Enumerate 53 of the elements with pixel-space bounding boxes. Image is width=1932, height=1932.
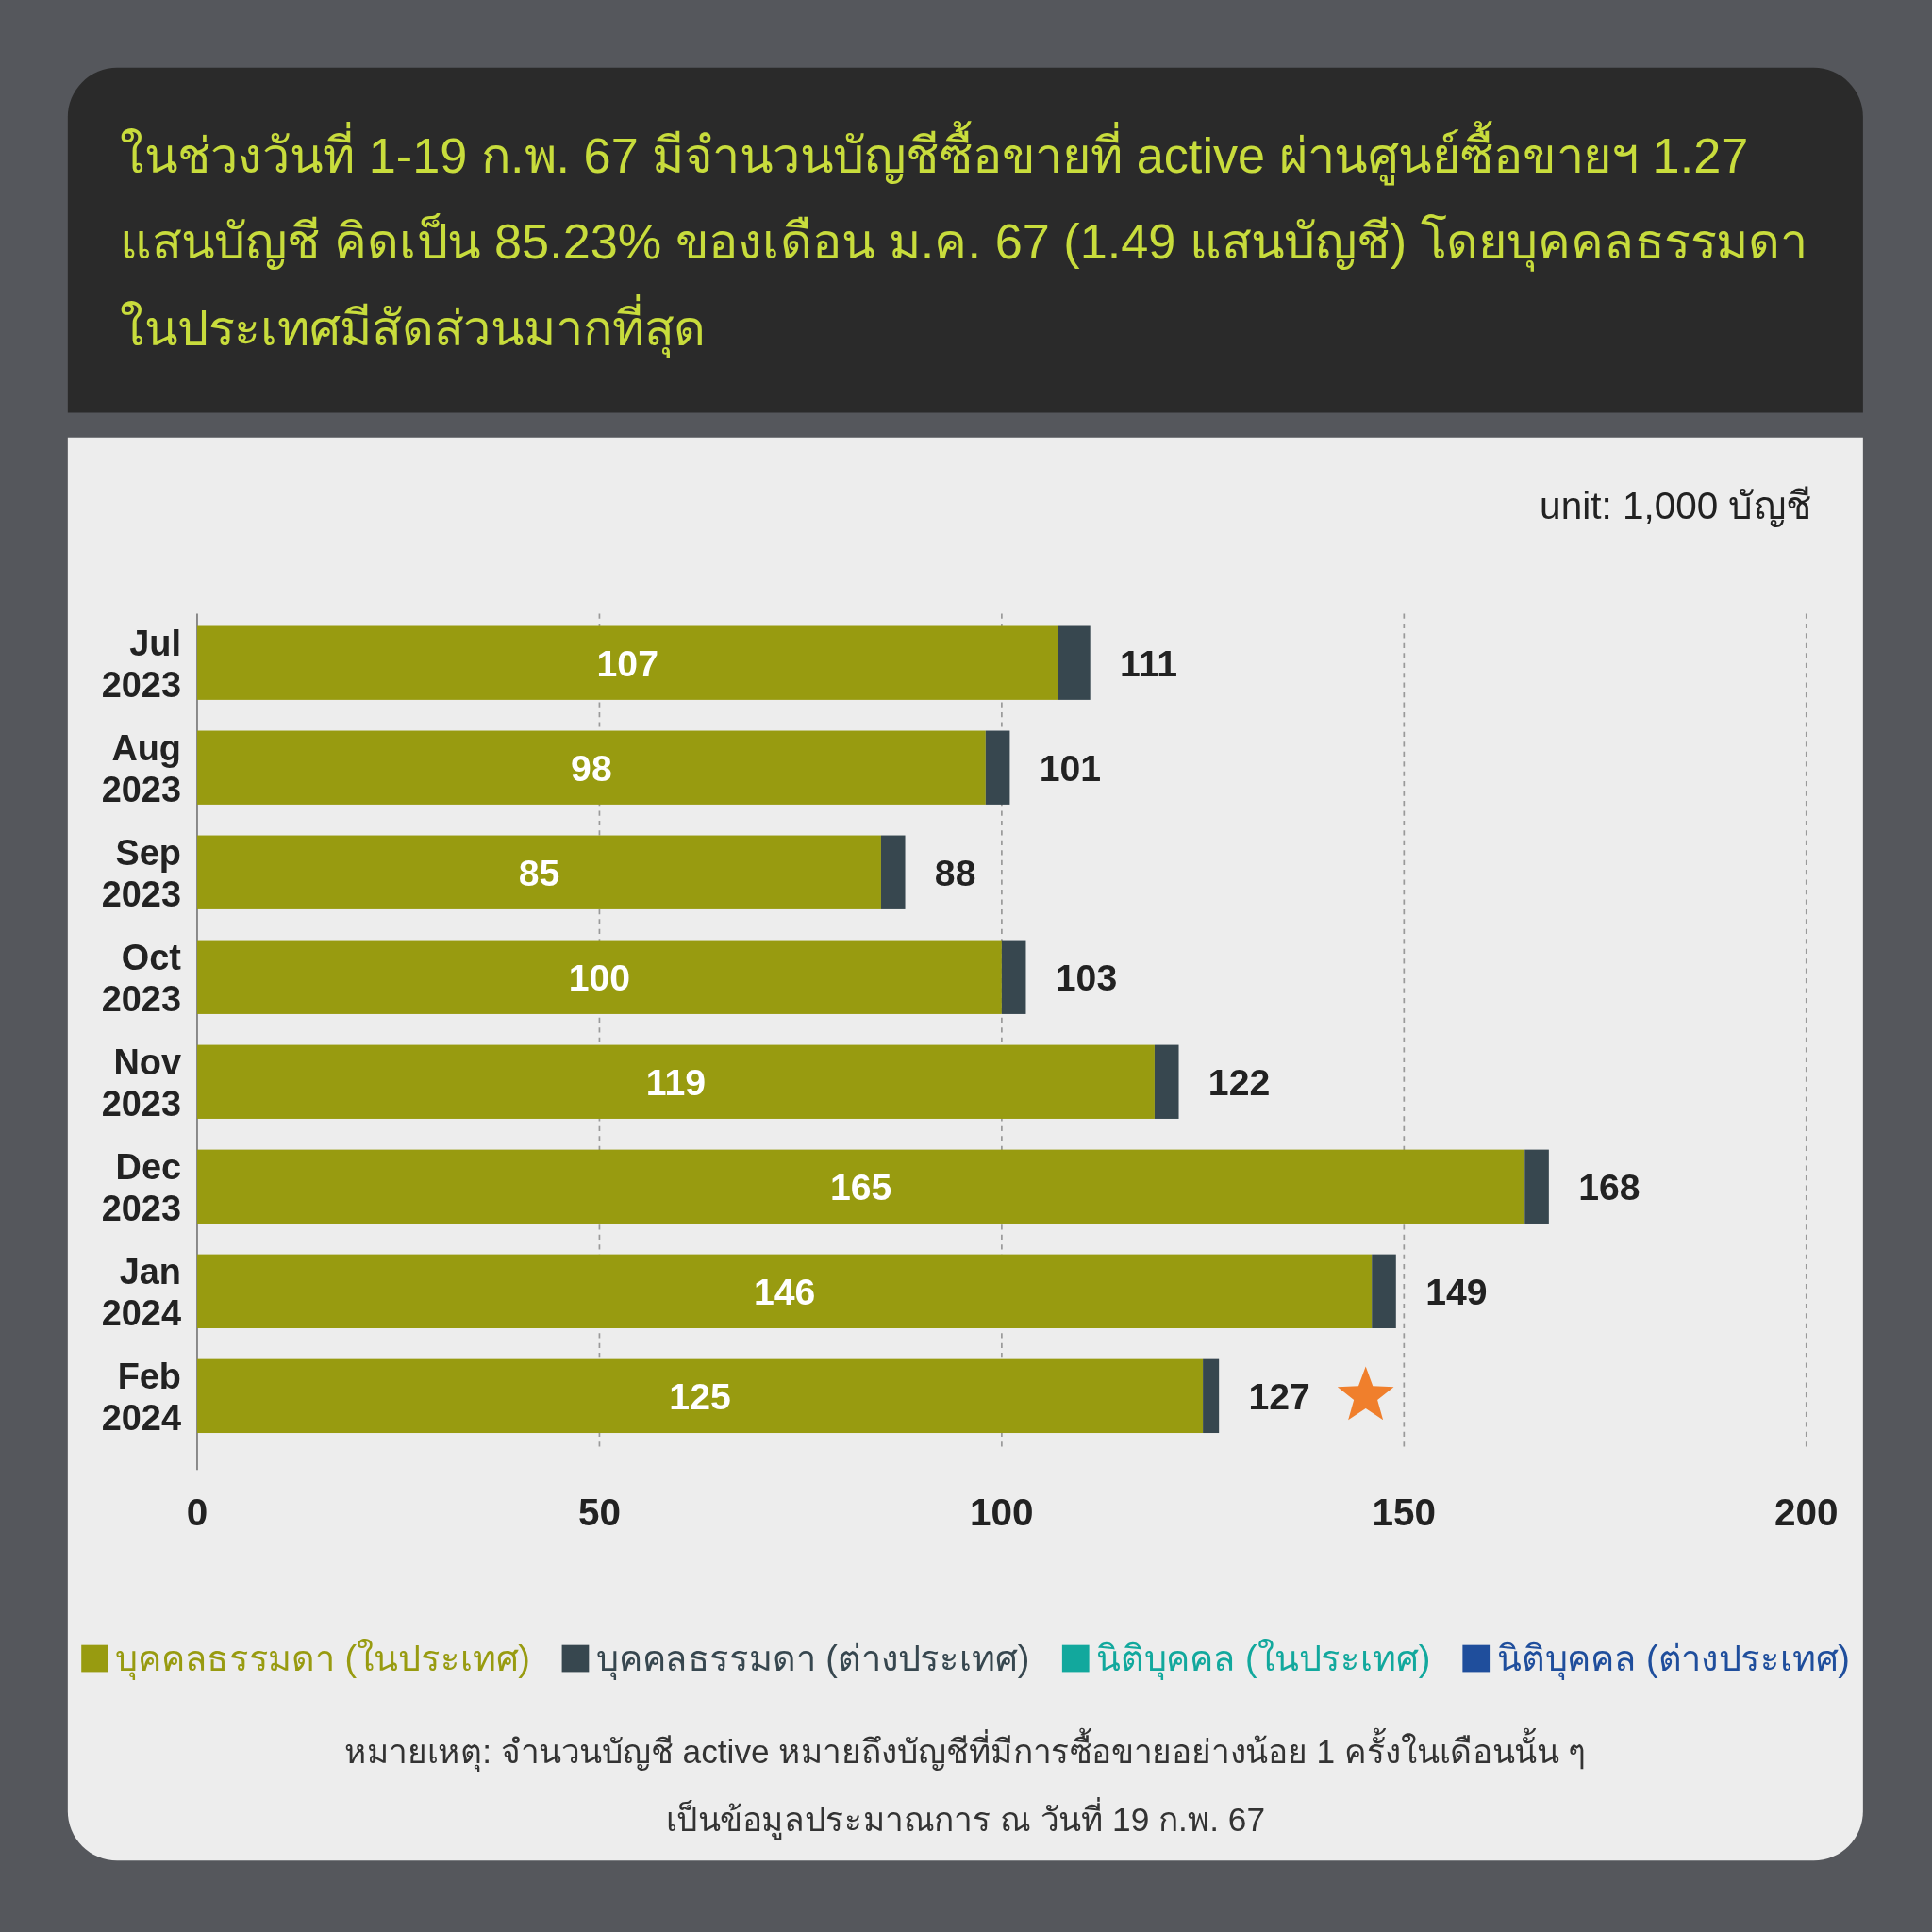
y-tick-label: Feb 2024 xyxy=(101,1357,181,1439)
total-label: 127 xyxy=(1248,1376,1310,1418)
bar xyxy=(196,940,1002,1014)
data-label: 100 xyxy=(568,958,631,999)
y-tick-label: Jul 2023 xyxy=(101,623,181,706)
bar xyxy=(1058,625,1091,700)
data-label: 165 xyxy=(829,1167,892,1208)
total-label: 168 xyxy=(1578,1167,1641,1208)
x-tick-label: 100 xyxy=(970,1490,1034,1534)
legend-label: นิติบุคคล (ต่างประเทศ) xyxy=(1496,1638,1850,1682)
total-label: 149 xyxy=(1425,1272,1488,1313)
y-tick-label: Dec 2023 xyxy=(101,1146,181,1229)
total-label: 88 xyxy=(934,853,976,894)
data-label: 98 xyxy=(571,748,612,790)
bar xyxy=(1203,1358,1220,1434)
x-tick-label: 0 xyxy=(186,1490,208,1534)
legend-label: บุคคลธรรมดา (ในประเทศ) xyxy=(115,1638,530,1682)
legend-label: นิติบุคคล (ในประเทศ) xyxy=(1095,1638,1431,1682)
bar xyxy=(1001,940,1026,1014)
bar xyxy=(880,835,906,909)
legend-label: บุคคลธรรมดา (ต่างประเทศ) xyxy=(596,1638,1030,1682)
x-tick-label: 50 xyxy=(577,1490,621,1534)
y-tick-label: Aug 2023 xyxy=(101,727,181,810)
data-label: 85 xyxy=(518,853,560,894)
chart-title: ในช่วงวันที่ 1-19 ก.พ. 67 มีจำนวนบัญชีซื้อขายที่ active ผ่านศูนย์ซื้อขายฯ 1.27 แสนบัญชี คิดเป็น 85.23% ของเดือน ม.ค. 67 (1.49 แสนบัญชี) โดยบุคคลธรรมดาในประเทศมีสัดส่วนมากที่สุด xyxy=(67,67,1863,413)
bar xyxy=(196,730,986,805)
data-label: 107 xyxy=(596,643,658,685)
bar xyxy=(196,1254,1373,1328)
data-label: 119 xyxy=(645,1062,707,1104)
data-label: 125 xyxy=(669,1376,731,1418)
bar xyxy=(196,625,1058,700)
bar xyxy=(1524,1149,1549,1224)
total-label: 122 xyxy=(1208,1062,1271,1104)
text: เป็นข้อมูลประมาณการ ณ วันที่ 19 ก.พ. 67 xyxy=(664,1796,1267,1841)
total-label: 111 xyxy=(1120,643,1178,685)
y-tick-label: Jan 2024 xyxy=(101,1251,181,1334)
bar xyxy=(1372,1254,1396,1328)
y-tick-label: Nov 2023 xyxy=(101,1041,181,1124)
y-tick-label: Oct 2023 xyxy=(101,937,182,1020)
bar xyxy=(1154,1044,1179,1119)
data-label: 146 xyxy=(753,1272,816,1313)
x-tick-label: 200 xyxy=(1774,1490,1839,1534)
total-label: 103 xyxy=(1055,958,1118,999)
bar xyxy=(196,1149,1525,1224)
bar xyxy=(196,835,881,909)
bar xyxy=(985,730,1010,805)
text: หมายเหตุ: จำนวนบัญชี active หมายถึงบัญชีที่มีการซื้อขายอย่างน้อย 1 ครั้งในเดือนนั้น ๆ xyxy=(343,1726,1588,1774)
bar xyxy=(196,1358,1204,1434)
x-tick-label: 150 xyxy=(1372,1490,1437,1534)
total-label: 101 xyxy=(1039,748,1102,790)
bar xyxy=(196,1044,1155,1119)
y-tick-label: Sep 2023 xyxy=(101,832,181,915)
text: unit: 1,000 บัญชี xyxy=(1540,483,1811,529)
